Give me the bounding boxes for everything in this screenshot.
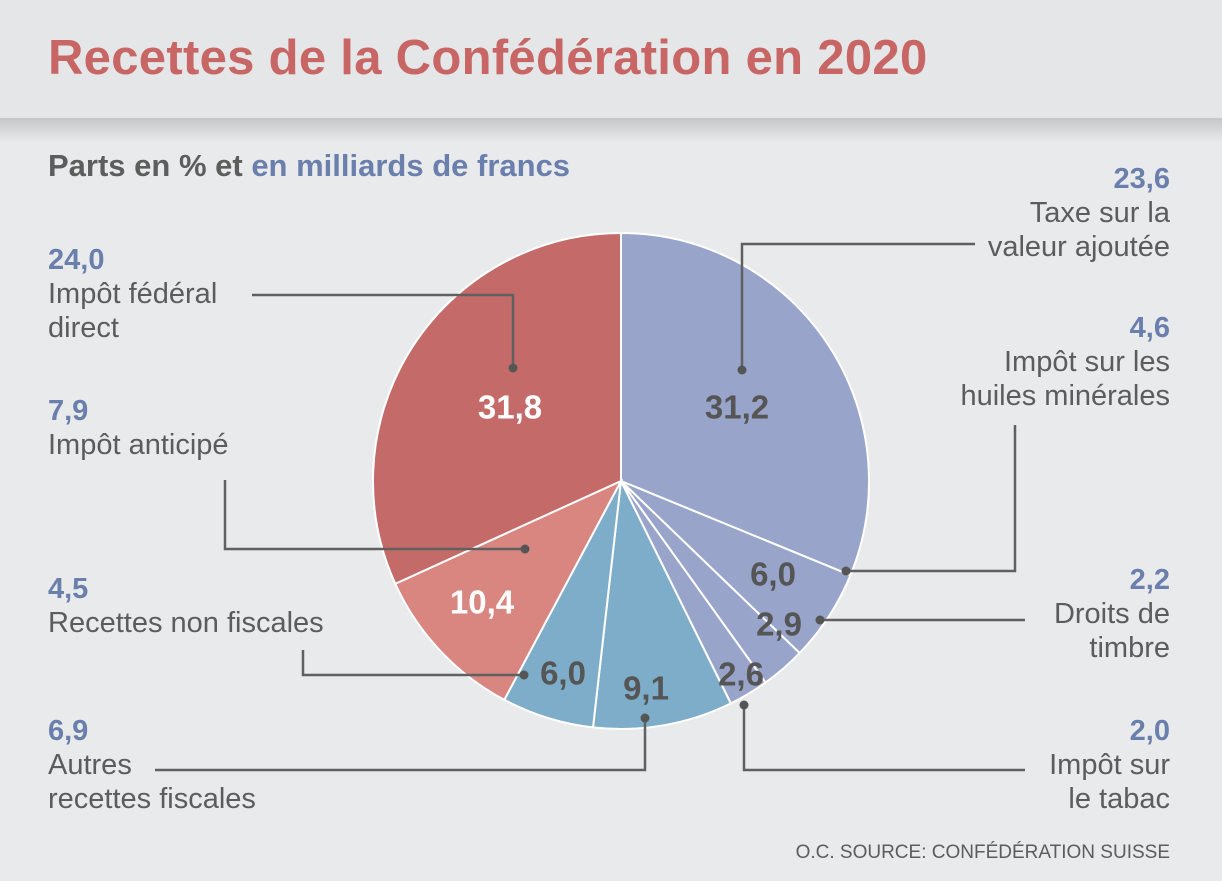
chart-subtitle: Parts en % et en milliards de francs	[48, 148, 570, 184]
slice-name-line1: Droits de	[1053, 598, 1170, 630]
amount-label: 23,6	[1113, 163, 1170, 195]
slice-name-line1: Taxe sur la	[1029, 197, 1170, 229]
percent-label: 2,6	[718, 656, 764, 693]
slice-name-line2: valeur ajoutée	[987, 231, 1170, 263]
slice-name-line1: Impôt sur les	[1004, 346, 1170, 378]
amount-label: 4,5	[48, 573, 89, 605]
leader-line	[252, 293, 515, 368]
leader-dot	[519, 670, 529, 680]
leader-line	[155, 718, 647, 772]
amount-label: 6,9	[48, 715, 89, 747]
percent-label: 10,4	[450, 584, 515, 621]
title-band-shadow	[0, 118, 1222, 142]
leader-line	[742, 705, 1025, 772]
callout-label: 2,2 Droits de timbre	[1054, 563, 1170, 665]
percent-label: 6,0	[540, 655, 586, 692]
pie-slices	[371, 231, 870, 730]
leader-dot	[737, 365, 747, 375]
amount-label: 7,9	[48, 395, 89, 427]
percent-label: 6,0	[750, 556, 796, 593]
pie-slice	[591, 477, 733, 730]
callout-label: 23,6 Taxe sur la valeur ajoutée	[988, 162, 1170, 264]
callout-label: 6,9 Autres recettes fiscales	[48, 714, 256, 816]
callout-label: 7,9 Impôt anticipé	[48, 394, 229, 462]
percent-label: 9,1	[623, 670, 669, 707]
leader-dot	[508, 363, 518, 373]
leader-line	[223, 480, 525, 551]
slice-name-line2: direct	[48, 312, 119, 344]
amount-label: 2,2	[1129, 564, 1170, 596]
leader-dot	[815, 615, 825, 625]
leader-line	[301, 650, 524, 677]
slice-name-line1: Recettes non fiscales	[48, 607, 324, 639]
percent-labels: 31,2 6,0 2,9 2,6 9,1 6,0 10,4 31,8	[450, 389, 802, 707]
slice-name-line2: timbre	[1089, 632, 1170, 664]
pie-slice	[620, 231, 870, 577]
percent-label: 31,2	[705, 389, 769, 426]
amount-label: 2,0	[1129, 715, 1170, 747]
callout-label: 4,6 Impôt sur les huiles minérales	[960, 311, 1170, 413]
leader-line	[846, 425, 1017, 573]
source-note: O.C. SOURCE: CONFÉDÉRATION SUISSE	[795, 842, 1170, 863]
slice-name-line2: recettes fiscales	[48, 783, 256, 815]
leader-dot	[520, 544, 530, 554]
slice-name-line2: le tabac	[1068, 783, 1170, 815]
subtitle-part-amount: en milliards de francs	[251, 148, 571, 183]
amount-label: 4,6	[1129, 312, 1170, 344]
percent-label: 2,9	[756, 606, 802, 643]
leader-dot	[640, 713, 650, 723]
pie-slice	[393, 478, 624, 702]
callout-label: 2,0 Impôt sur le tabac	[1049, 714, 1170, 816]
amount-label: 24,0	[48, 244, 105, 276]
slice-name-line2: huiles minérales	[960, 380, 1170, 412]
title-band	[0, 0, 1222, 120]
subtitle-part-percent: Parts en % et	[48, 148, 252, 183]
slice-name-line1: Impôt sur	[1049, 749, 1170, 781]
callout-label: 4,5 Recettes non fiscales	[48, 572, 324, 640]
slice-name-line1: Impôt fédéral	[48, 278, 218, 310]
leader-lines	[155, 242, 1025, 772]
leader-line	[740, 242, 975, 370]
pie-slice	[371, 231, 622, 586]
slice-name-line1: Impôt anticipé	[48, 429, 229, 461]
callout-label: 24,0 Impôt fédéral direct	[48, 243, 217, 345]
leader-dot	[841, 566, 851, 576]
slice-name-line1: Autres	[48, 749, 132, 781]
chart-title: Recettes de la Confédération en 2020	[48, 31, 928, 85]
leader-dot	[739, 700, 749, 710]
percent-label: 31,8	[478, 389, 542, 426]
